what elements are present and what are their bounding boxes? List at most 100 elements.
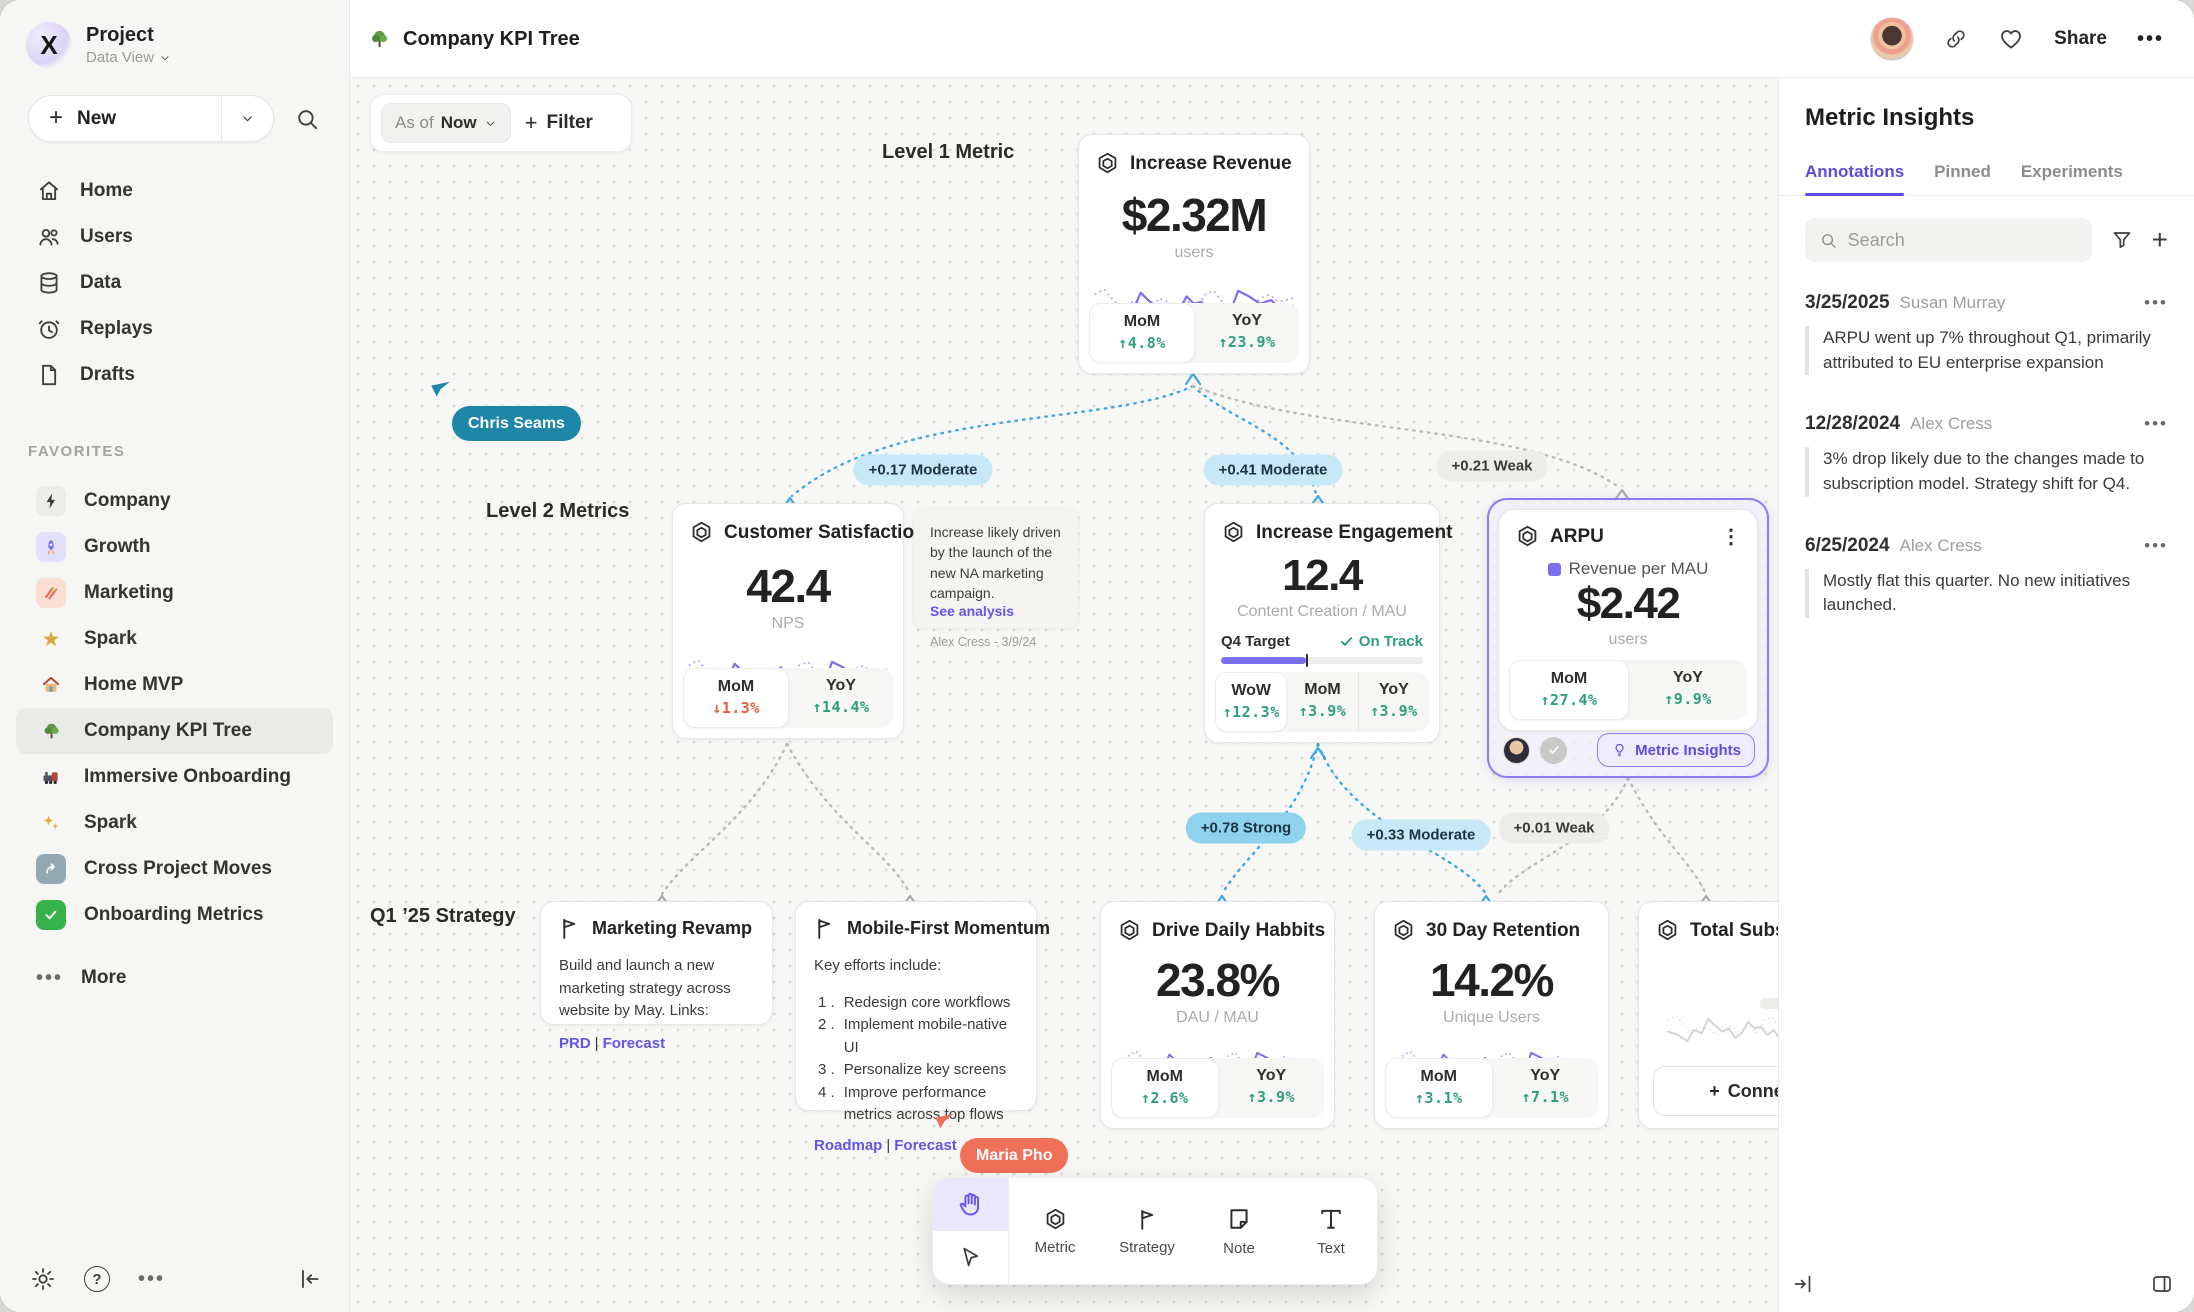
- sidebar-more[interactable]: ••• More: [36, 966, 127, 989]
- favorite-company-kpi-tree[interactable]: Company KPI Tree: [16, 708, 333, 754]
- metric-card-total-subscriptions[interactable]: Total Subscriptions + Connect: [1638, 901, 1778, 1129]
- favorite-home-mvp[interactable]: Home MVP: [16, 662, 333, 708]
- home-icon: [39, 181, 59, 201]
- header-menu-icon[interactable]: •••: [2136, 27, 2164, 50]
- search-icon[interactable]: [294, 106, 320, 132]
- favorite-immersive-onboarding[interactable]: Immersive Onboarding: [16, 754, 333, 800]
- stat-yoy[interactable]: YoY ↑14.4%: [812, 677, 870, 716]
- project-switcher[interactable]: X Project Data View: [26, 22, 171, 68]
- metric-insights-button[interactable]: Metric Insights: [1597, 733, 1755, 767]
- train-icon: [36, 762, 66, 792]
- metric-card-increase-engagement[interactable]: Increase Engagement 12.4 Content Creatio…: [1204, 503, 1452, 743]
- tool-strategy[interactable]: Strategy: [1101, 1178, 1193, 1284]
- new-button[interactable]: + New: [28, 95, 274, 142]
- chevron-down-icon: [161, 55, 169, 60]
- level2-label: Level 2 Metrics: [486, 500, 630, 522]
- favorite-spark-2[interactable]: Spark: [16, 800, 333, 846]
- metric-card-30-day-retention[interactable]: 30 Day Retention 14.2% Unique Users MoM …: [1374, 901, 1609, 1129]
- kpi-tree-canvas[interactable]: As of Now + Filter Level 1 Metric Level …: [350, 78, 1778, 1312]
- help-icon[interactable]: ?: [84, 1266, 110, 1292]
- annotation-item[interactable]: 12/28/2024 Alex Cress ••• 3% drop likely…: [1805, 413, 2168, 497]
- search-input[interactable]: [1847, 229, 2078, 251]
- strategy-label: Q1 ’25 Strategy: [370, 905, 516, 927]
- annotation-note-card[interactable]: Increase likely driven by the launch of …: [914, 508, 1078, 649]
- metric-card-increase-revenue[interactable]: Increase Revenue $2.32M users MoM ↑4.8% …: [1078, 134, 1310, 374]
- placeholder-bars: [1760, 998, 1778, 1009]
- stat-mom[interactable]: MoM ↑3.1%: [1385, 1058, 1493, 1118]
- sidebar-item-data[interactable]: Data: [0, 260, 349, 306]
- connect-button[interactable]: + Connect: [1653, 1066, 1778, 1116]
- hand-tool[interactable]: [933, 1178, 1008, 1231]
- sidebar-item-label: Drafts: [80, 364, 135, 385]
- tab-annotations[interactable]: Annotations: [1805, 162, 1905, 196]
- edge-label: +0.41 Moderate: [1203, 454, 1343, 486]
- sidebar-item-users[interactable]: Users: [0, 214, 349, 260]
- stat-mom[interactable]: MoM ↑4.8%: [1089, 303, 1195, 363]
- stat-mom[interactable]: MoM ↑3.9%: [1298, 681, 1347, 720]
- search-icon: [1822, 233, 1836, 248]
- more-options-icon[interactable]: •••: [138, 1267, 166, 1290]
- prd-link[interactable]: PRD: [559, 1034, 591, 1052]
- layout-toggle-icon[interactable]: [2150, 1272, 2174, 1296]
- data-view-dropdown[interactable]: Data View: [86, 49, 171, 66]
- annotation-search[interactable]: [1805, 218, 2092, 262]
- strategy-intro: Key efforts include:: [814, 957, 942, 974]
- stat-mom[interactable]: MoM ↑2.6%: [1111, 1058, 1219, 1118]
- forecast-link[interactable]: Forecast: [602, 1034, 666, 1052]
- stat-yoy[interactable]: YoY ↑23.9%: [1218, 312, 1276, 351]
- see-analysis-link[interactable]: See analysis: [930, 603, 1015, 620]
- tool-note[interactable]: Note: [1193, 1178, 1285, 1284]
- strategy-card-mobile-first[interactable]: Mobile-First Momentum Key efforts includ…: [795, 901, 1050, 1154]
- metric-value: 12.4: [1282, 551, 1363, 600]
- annotation-item[interactable]: 6/25/2024 Alex Cress ••• Mostly flat thi…: [1805, 535, 2168, 618]
- tool-text[interactable]: Text: [1285, 1178, 1377, 1284]
- new-button-label: New: [77, 107, 117, 129]
- sidebar-item-home[interactable]: Home: [0, 168, 349, 214]
- metric-card-drive-daily-habbits[interactable]: Drive Daily Habbits 23.8% DAU / MAU MoM …: [1100, 901, 1335, 1129]
- favorite-marketing[interactable]: Marketing: [16, 570, 333, 616]
- on-track-status: On Track: [1339, 633, 1423, 650]
- stat-mom[interactable]: MoM ↑27.4%: [1509, 660, 1629, 720]
- select-tool[interactable]: [933, 1231, 1008, 1284]
- annotation-author: Alex Cress: [1910, 414, 1993, 434]
- strategy-card-marketing-revamp[interactable]: Marketing Revamp Build and launch a new …: [540, 901, 773, 1052]
- settings-gear-icon[interactable]: [30, 1266, 56, 1292]
- favorite-heart-icon[interactable]: [1998, 26, 2024, 52]
- annotation-menu-icon[interactable]: •••: [2144, 293, 2168, 312]
- kebab-menu-icon[interactable]: ⋮: [1721, 526, 1741, 548]
- favorite-onboarding-metrics[interactable]: Onboarding Metrics: [16, 892, 333, 938]
- metric-card-customer-satisfaction[interactable]: Customer Satisfaction 42.4 NPS MoM ↓1.3%…: [672, 503, 926, 739]
- filter-button[interactable]: + Filter: [524, 110, 593, 135]
- collapse-sidebar-icon[interactable]: [297, 1266, 323, 1292]
- new-dropdown-toggle[interactable]: [221, 96, 273, 141]
- tool-metric[interactable]: Metric: [1009, 1178, 1101, 1284]
- favorite-growth[interactable]: Growth: [16, 524, 333, 570]
- tab-pinned[interactable]: Pinned: [1934, 162, 1991, 181]
- annotation-item[interactable]: 3/25/2025 Susan Murray ••• ARPU went up …: [1805, 292, 2168, 376]
- share-button[interactable]: Share: [2054, 28, 2107, 49]
- copy-link-icon[interactable]: [1944, 27, 1968, 51]
- roadmap-link[interactable]: Roadmap: [814, 1136, 883, 1154]
- stat-mom[interactable]: MoM ↓1.3%: [683, 668, 789, 728]
- avatar[interactable]: [1870, 17, 1915, 61]
- add-annotation-icon[interactable]: +: [2151, 224, 2168, 255]
- annotation-menu-icon[interactable]: •••: [2144, 414, 2168, 434]
- favorite-cross-project-moves[interactable]: Cross Project Moves: [16, 846, 333, 892]
- tool-dock: Metric Strategy Note Text: [932, 1177, 1378, 1285]
- stat-wow[interactable]: WoW ↑12.3%: [1215, 672, 1288, 732]
- filter-funnel-icon[interactable]: [2110, 228, 2134, 252]
- favorite-company[interactable]: Company: [16, 478, 333, 524]
- forecast-link[interactable]: Forecast: [894, 1136, 957, 1154]
- favorite-spark[interactable]: ★ Spark: [16, 616, 333, 662]
- sidebar-item-replays[interactable]: Replays: [0, 306, 349, 352]
- stat-yoy[interactable]: YoY ↑3.9%: [1247, 1067, 1296, 1106]
- stat-yoy[interactable]: YoY ↑3.9%: [1357, 672, 1429, 732]
- stat-yoy[interactable]: YoY ↑7.1%: [1521, 1067, 1570, 1106]
- sidebar-item-drafts[interactable]: Drafts: [0, 352, 349, 398]
- as-of-dropdown[interactable]: As of Now: [381, 103, 511, 143]
- expand-panel-icon[interactable]: [1791, 1272, 1815, 1296]
- stat-yoy[interactable]: YoY ↑9.9%: [1664, 669, 1712, 708]
- metric-card-arpu-selected[interactable]: ARPU ⋮ Revenue per MAU $2.42 users MoM ↑…: [1487, 498, 1769, 778]
- annotation-menu-icon[interactable]: •••: [2144, 535, 2168, 555]
- tab-experiments[interactable]: Experiments: [2020, 162, 2123, 181]
